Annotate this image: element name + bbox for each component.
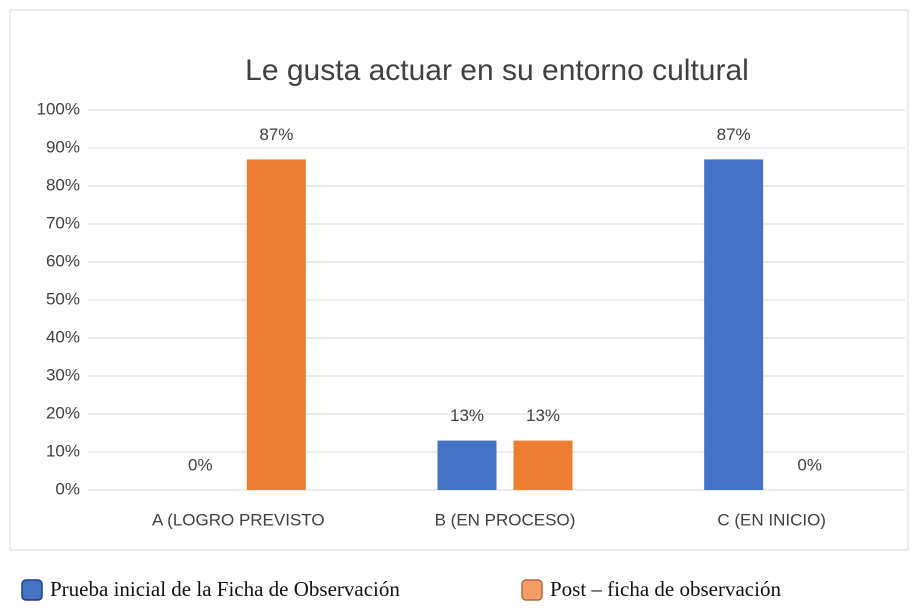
data-label: 87% — [259, 125, 293, 144]
y-tick-label: 100% — [37, 99, 80, 118]
x-tick-label: A (LOGRO PREVISTO — [152, 510, 325, 529]
x-tick-label: C (EN INICIO) — [717, 510, 826, 529]
chart-frame — [9, 9, 909, 551]
legend-label: Prueba inicial de la Ficha de Observació… — [50, 577, 400, 601]
bar — [513, 440, 573, 490]
bar — [246, 159, 306, 490]
y-tick-label: 40% — [46, 327, 80, 346]
y-tick-label: 0% — [55, 479, 80, 498]
data-label: 13% — [450, 406, 484, 425]
chart-title: Le gusta actuar en su entorno cultural — [245, 54, 749, 87]
data-label: 0% — [797, 455, 822, 474]
data-label: 0% — [188, 455, 213, 474]
legend-marker — [521, 579, 543, 601]
y-tick-label: 80% — [46, 175, 80, 194]
y-tick-label: 70% — [46, 213, 80, 232]
y-tick-label: 50% — [46, 289, 80, 308]
y-tick-label: 20% — [46, 403, 80, 422]
y-tick-label: 90% — [46, 137, 80, 156]
y-tick-label: 30% — [46, 365, 80, 384]
legend-marker — [21, 579, 43, 601]
y-tick-label: 10% — [46, 441, 80, 460]
data-label: 87% — [717, 125, 751, 144]
y-tick-label: 60% — [46, 251, 80, 270]
bar — [437, 440, 497, 490]
x-tick-label: B (EN PROCESO) — [435, 510, 576, 529]
legend-label: Post – ficha de observación — [550, 577, 781, 601]
bar — [704, 159, 764, 490]
data-label: 13% — [526, 406, 560, 425]
